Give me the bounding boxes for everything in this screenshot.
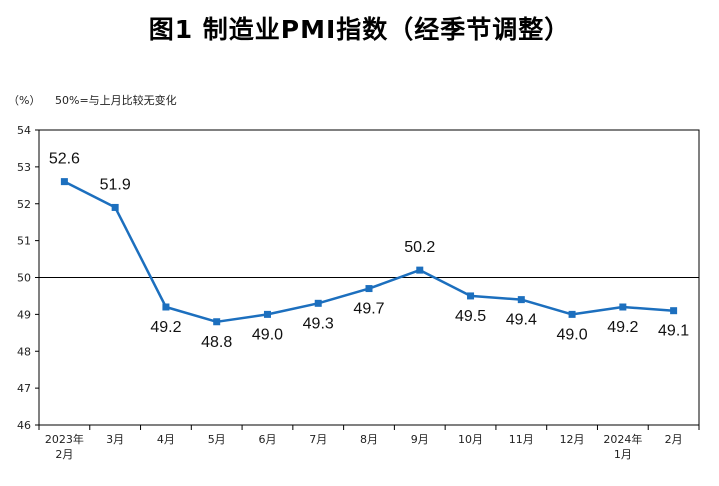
- x-tick-label: 2024年: [603, 432, 642, 446]
- data-point: [111, 203, 119, 211]
- x-tick-label: 12月: [560, 433, 585, 446]
- chart-note: 50%=与上月比较无变化: [55, 94, 177, 107]
- y-tick-label: 49: [17, 308, 31, 321]
- y-tick-label: 54: [17, 124, 31, 137]
- y-tick-label: 52: [17, 198, 31, 211]
- x-tick-label: 3月: [106, 433, 124, 446]
- data-point: [162, 303, 170, 311]
- y-tick-label: 48: [17, 345, 31, 358]
- y-tick-label: 47: [17, 382, 31, 395]
- x-tick-label: 10月: [458, 433, 483, 446]
- x-tick-label: 11月: [509, 433, 534, 446]
- x-tick-label: 5月: [208, 433, 226, 446]
- x-tick-label: 6月: [258, 433, 276, 446]
- data-label: 49.0: [252, 326, 283, 343]
- y-tick-label: 46: [17, 419, 31, 432]
- x-tick-label: 2023年: [45, 432, 84, 446]
- data-point: [60, 178, 68, 186]
- x-tick-label: 1月: [614, 448, 632, 461]
- data-label: 51.9: [100, 176, 131, 193]
- data-point: [416, 266, 424, 274]
- x-tick-label: 7月: [309, 433, 327, 446]
- data-point: [213, 318, 221, 326]
- data-point: [467, 292, 475, 300]
- y-tick-label: 53: [17, 161, 31, 174]
- data-point: [365, 285, 373, 293]
- data-label: 52.6: [49, 151, 80, 168]
- data-label: 50.2: [404, 239, 435, 256]
- y-tick-label: 51: [17, 235, 31, 248]
- chart-title: 图1 制造业PMI指数（经季节调整）: [148, 15, 571, 44]
- x-tick-label: 4月: [157, 433, 175, 446]
- y-tick-label: 50: [17, 272, 31, 285]
- x-tick-label: 2月: [55, 448, 73, 461]
- data-label: 49.0: [557, 326, 588, 343]
- y-unit-label: （%）: [8, 94, 41, 107]
- data-label: 49.4: [506, 312, 537, 329]
- data-label: 49.2: [150, 319, 181, 336]
- x-tick-label: 9月: [411, 433, 429, 446]
- data-point: [314, 299, 322, 307]
- data-point: [670, 307, 678, 315]
- x-tick-label: 8月: [360, 433, 378, 446]
- data-label: 49.7: [353, 301, 384, 318]
- data-label: 48.8: [201, 334, 232, 351]
- data-label: 49.5: [455, 308, 486, 325]
- data-point: [517, 296, 525, 304]
- data-point: [619, 303, 627, 311]
- data-label: 49.3: [303, 315, 334, 332]
- data-label: 49.1: [658, 323, 689, 340]
- x-tick-label: 2月: [665, 433, 683, 446]
- data-point: [568, 310, 576, 318]
- data-point: [263, 310, 271, 318]
- data-label: 49.2: [607, 319, 638, 336]
